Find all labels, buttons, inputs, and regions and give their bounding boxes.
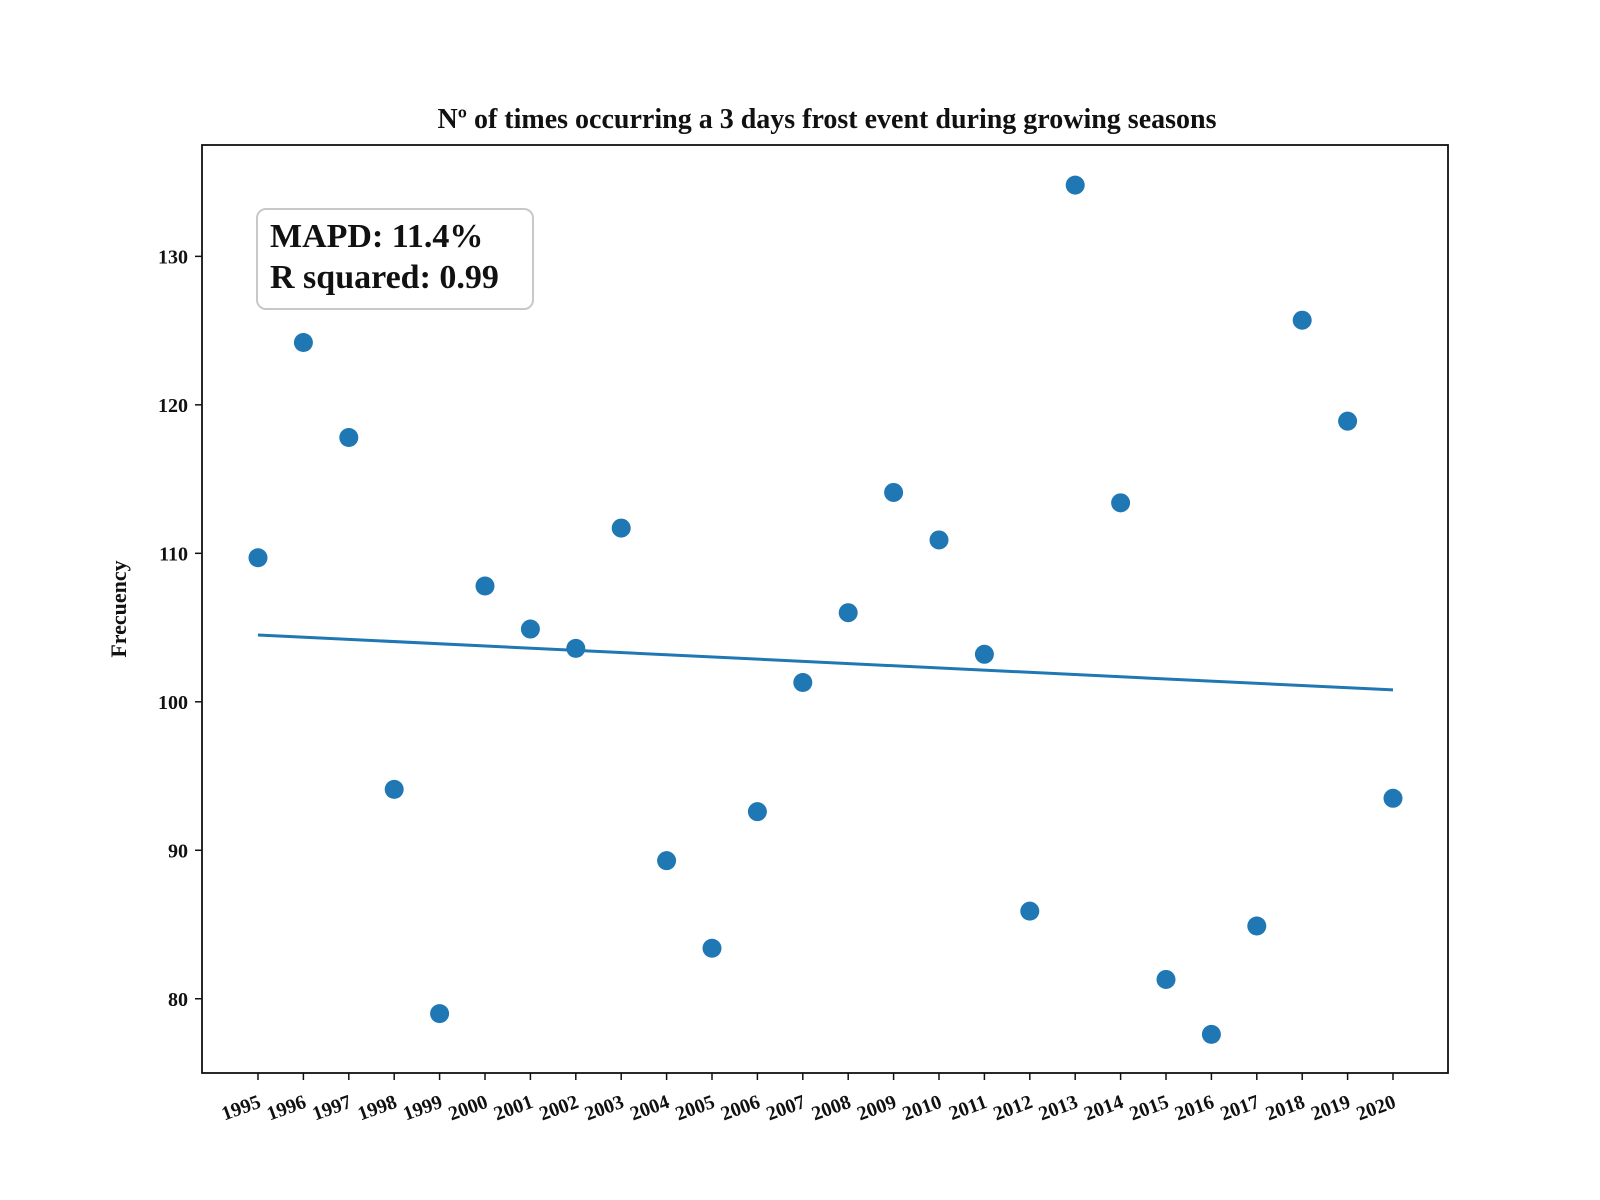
data-point	[929, 530, 949, 550]
y-axis-label: Frecuency	[106, 560, 131, 657]
x-tick-label: 2003	[582, 1091, 627, 1125]
x-tick-label: 2020	[1354, 1091, 1399, 1125]
data-point	[1338, 411, 1358, 431]
x-tick-label: 2014	[1081, 1091, 1126, 1125]
x-tick-label: 1996	[264, 1091, 309, 1125]
data-point	[430, 1004, 450, 1024]
data-point	[793, 672, 813, 692]
x-tick-label: 2011	[946, 1091, 990, 1125]
y-tick-label: 130	[158, 246, 188, 268]
y-tick-label: 90	[168, 840, 188, 862]
x-tick-label: 2005	[673, 1091, 718, 1125]
data-point	[657, 851, 677, 871]
data-point	[475, 576, 495, 596]
data-point	[1247, 916, 1267, 936]
y-tick-label: 100	[158, 692, 188, 714]
x-tick-label: 2019	[1308, 1091, 1353, 1125]
x-tick-label: 2016	[1172, 1091, 1217, 1125]
x-tick-label: 2018	[1263, 1091, 1308, 1125]
data-point	[1292, 310, 1312, 330]
data-point	[974, 644, 994, 664]
x-tick-label: 2001	[491, 1091, 536, 1125]
y-tick-label: 120	[158, 395, 188, 417]
data-point	[339, 428, 359, 448]
data-point	[384, 779, 404, 799]
data-point	[611, 518, 631, 538]
data-point	[566, 638, 586, 658]
data-point	[248, 548, 268, 568]
x-tick-label: 2002	[536, 1091, 581, 1125]
annotation-r-squared: R squared: 0.99	[270, 259, 499, 296]
x-tick-label: 2015	[1127, 1091, 1172, 1125]
data-point	[1111, 493, 1131, 513]
annotation-box: MAPD: 11.4% R squared: 0.99	[256, 208, 534, 310]
x-tick-label: 1998	[355, 1091, 400, 1125]
data-point	[1156, 969, 1176, 989]
data-point	[1201, 1024, 1221, 1044]
x-tick-label: 1999	[400, 1091, 445, 1125]
chart-title: Nº of times occurring a 3 days frost eve…	[438, 104, 1217, 135]
data-point	[1065, 175, 1085, 195]
x-tick-label: 2008	[809, 1091, 854, 1125]
plot-area: 80 90 100 110 120 130 1995 1996 1997 1998 1999 2000…	[158, 175, 1403, 1125]
x-tick-label: 2004	[627, 1091, 672, 1125]
data-point	[520, 619, 540, 639]
data-point	[884, 482, 904, 502]
data-point	[293, 332, 313, 352]
data-point	[1020, 901, 1040, 921]
x-tick-label: 1997	[309, 1091, 354, 1125]
trend-line	[257, 633, 1394, 692]
y-tick-label: 80	[168, 989, 188, 1011]
x-tick-label: 2013	[1036, 1091, 1081, 1125]
x-tick-label: 2009	[854, 1091, 899, 1125]
annotation-mapd: MAPD: 11.4%	[270, 218, 483, 255]
data-point	[838, 603, 858, 623]
x-tick-label: 2012	[990, 1091, 1035, 1125]
plot-frame	[201, 144, 1449, 1074]
x-tick-label: 2000	[446, 1091, 491, 1125]
x-tick-label: 2010	[900, 1091, 945, 1125]
y-tick-label: 110	[159, 543, 188, 565]
annotation-frame	[256, 208, 534, 310]
x-tick-label: 2006	[718, 1091, 763, 1125]
data-point	[1383, 788, 1403, 808]
x-tick-label: 2017	[1217, 1091, 1262, 1125]
x-tick-label: 2007	[763, 1091, 808, 1125]
x-tick-label: 1995	[219, 1091, 264, 1125]
data-point	[702, 938, 722, 958]
data-point	[747, 802, 767, 822]
